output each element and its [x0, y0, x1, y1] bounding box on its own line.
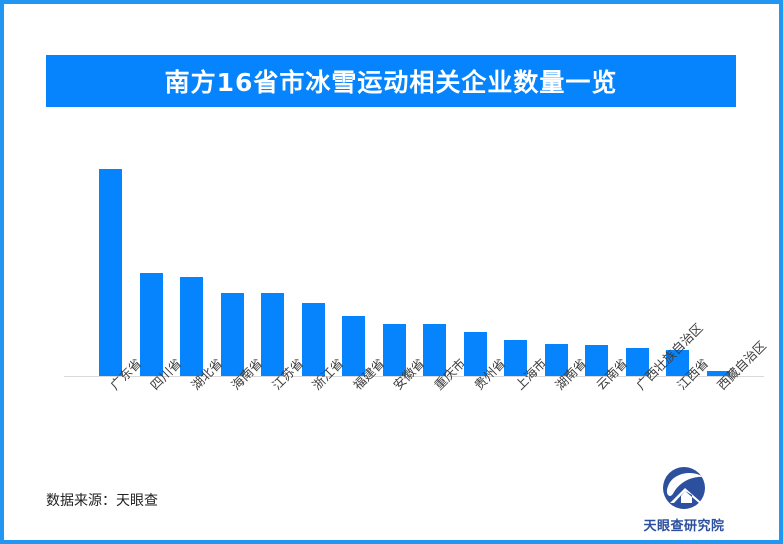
title-banner: 南方16省市冰雪运动相关企业数量一览: [46, 55, 736, 107]
tianyancha-eye-logo-icon: [663, 467, 705, 509]
bar: [625, 348, 649, 376]
bar: [301, 302, 325, 376]
bar: [585, 344, 608, 376]
data-source-note: 数据来源：天眼查: [46, 493, 158, 509]
page-title: 南方16省市冰雪运动相关企业数量一览: [164, 68, 618, 97]
bar: [180, 277, 203, 376]
bar: [382, 323, 406, 376]
bar: [544, 343, 568, 376]
bar: [504, 339, 527, 376]
bar: [342, 316, 365, 376]
bar: [706, 370, 730, 376]
bar-chart: [4, 154, 779, 384]
bar: [261, 293, 284, 376]
x-axis-labels: 广东省 四川省 湖北省 海南省 江苏省 浙江省 福建省 安徽省 重庆市 贵州省 上海市 湖南省 云南省广…: [4, 320, 783, 480]
bar: [423, 323, 446, 376]
brand-logo-label: 天眼查研究院: [643, 519, 725, 534]
bar: [99, 168, 122, 376]
bar: [139, 273, 163, 376]
x-axis-line: [64, 375, 764, 377]
brand-logo: 天眼查研究院: [625, 466, 743, 536]
bar: [666, 349, 689, 376]
bar: [220, 293, 244, 376]
bar: [463, 332, 487, 376]
chart-plot-area: [64, 154, 764, 377]
